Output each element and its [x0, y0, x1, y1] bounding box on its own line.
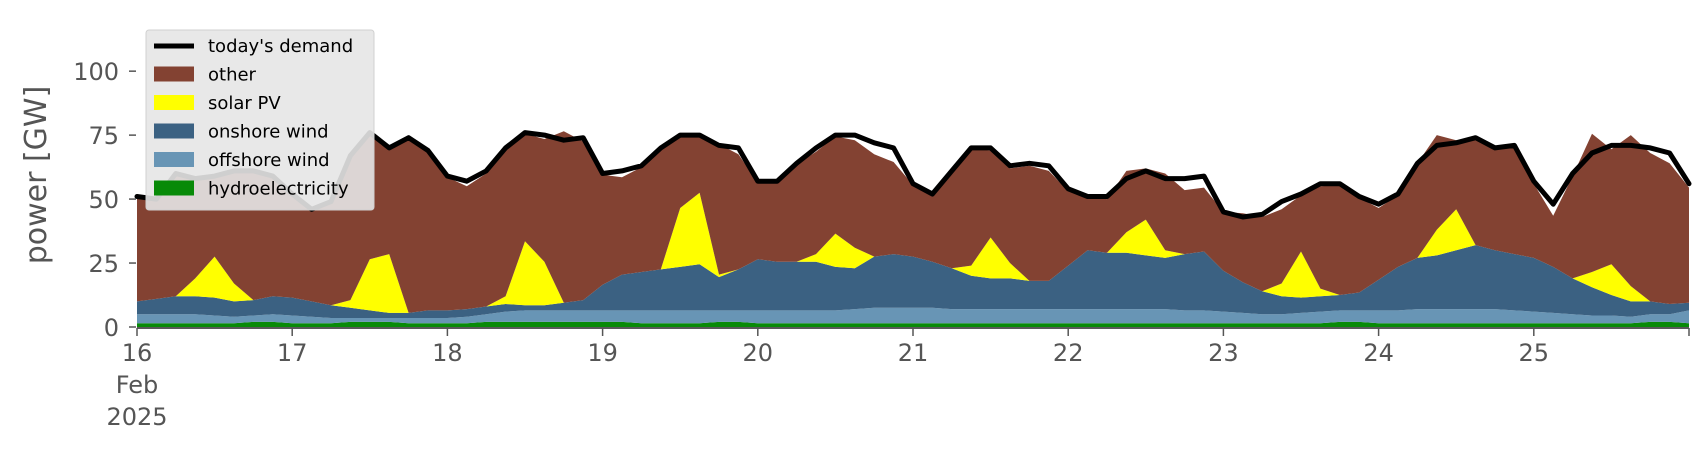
legend-label-other: other — [208, 65, 257, 86]
x-tick-label: 2025 — [106, 403, 167, 431]
x-tick-label: 25 — [1519, 339, 1550, 367]
x-tick-label: 16 — [122, 339, 153, 367]
legend-label-onshore-wind: onshore wind — [208, 122, 329, 143]
legend-label-hydroelectricity: hydroelectricity — [208, 179, 349, 200]
x-tick-label: 20 — [743, 339, 774, 367]
y-tick-label: 75 — [88, 122, 119, 150]
y-axis-title: power [GW] — [19, 86, 54, 265]
area-layers — [137, 131, 1689, 327]
area-onshore-wind — [137, 245, 1689, 318]
legend-box — [145, 29, 375, 211]
x-tick-label: 21 — [898, 339, 929, 367]
y-tick-label: 0 — [104, 314, 119, 342]
legend-swatch-hydroelectricity — [154, 180, 194, 196]
demand-line-layer — [134, 130, 1692, 220]
y-tick-label: 100 — [73, 58, 119, 86]
area-hydroelectricity — [137, 321, 1689, 327]
legend-swatch-offshore-wind — [154, 152, 194, 167]
legend-swatch-other — [154, 66, 194, 82]
area-solar-pv — [137, 192, 1689, 313]
legend-label-offshore-wind: offshore wind — [208, 150, 330, 171]
x-tick-label: 23 — [1208, 339, 1239, 367]
legend-label-solar-pv: solar PV — [208, 93, 281, 114]
x-tick-label: 22 — [1053, 339, 1084, 367]
x-tick-label: Feb — [116, 371, 159, 399]
legend-swatch-onshore-wind — [154, 123, 194, 139]
y-tick-label: 25 — [88, 250, 119, 278]
area-other — [137, 131, 1689, 313]
line-today-s-demand — [134, 130, 1692, 220]
legend-swatch-solar-pv — [154, 95, 194, 110]
legend: today's demand other solar PV onshore wind o… — [145, 29, 375, 211]
x-tick-label: 24 — [1363, 339, 1394, 367]
x-axis-ticks: 16 Feb 2025 17 18 19 20 21 22 23 24 25 — [106, 328, 1690, 431]
x-tick-label: 18 — [432, 339, 463, 367]
x-tick-label: 19 — [587, 339, 618, 367]
legend-label-today-s-demand: today's demand — [208, 36, 353, 57]
y-axis-ticks: 0 25 50 75 100 — [73, 58, 136, 342]
x-tick-label: 17 — [277, 339, 308, 367]
area-offshore-wind — [137, 307, 1689, 324]
y-tick-label: 50 — [88, 186, 119, 214]
